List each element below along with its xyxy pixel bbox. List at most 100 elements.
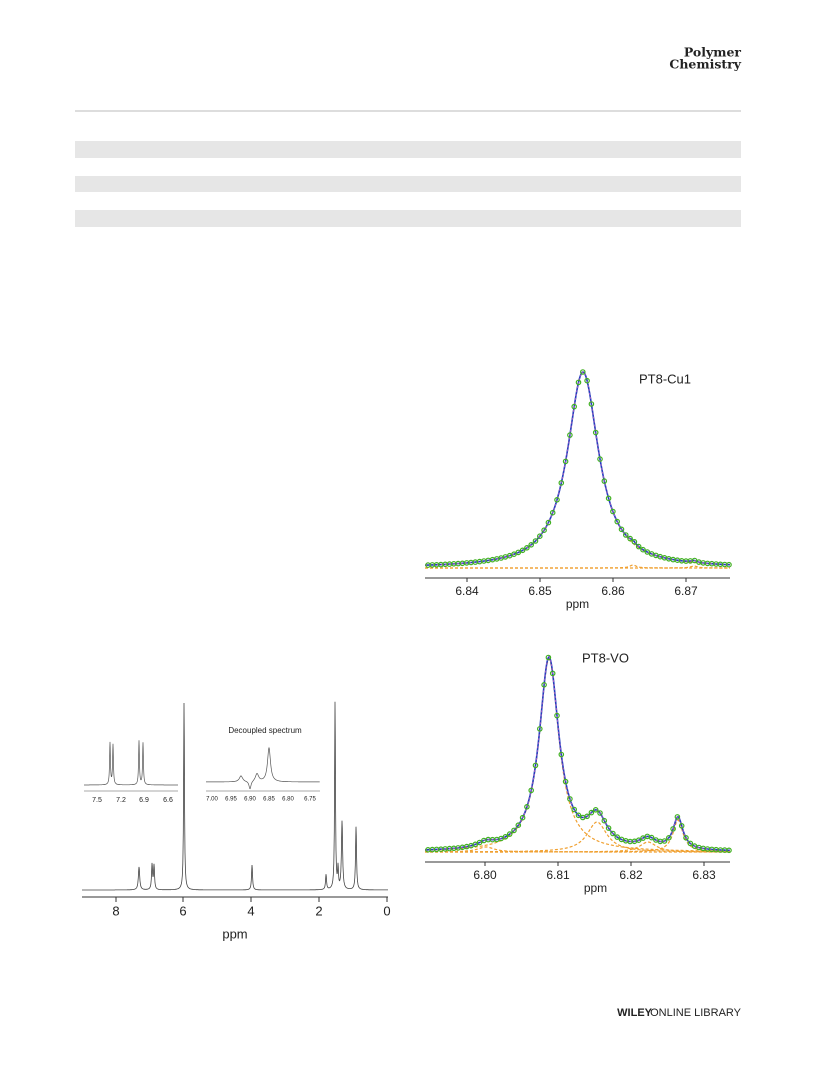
footer-publisher: WILEY (617, 1007, 652, 1019)
data-point (661, 838, 668, 844)
data-point (571, 806, 578, 813)
data-point (545, 654, 552, 661)
x-tick-label: 6.81 (546, 868, 570, 882)
x-tick-label: 6 (179, 903, 186, 918)
data-point (541, 527, 547, 534)
data-point (605, 495, 612, 502)
inset-tick-label: 6.6 (163, 797, 173, 804)
inset-tick-label: 7.5 (92, 797, 102, 804)
x-tick-label: 4 (247, 903, 254, 918)
inset-title: Decoupled spectrum (228, 726, 302, 735)
x-tick-label: 6.86 (601, 584, 625, 598)
fit-component (425, 846, 730, 853)
inset-tick-label: 6.95 (225, 797, 237, 803)
data-point (678, 822, 685, 829)
data-point (648, 834, 655, 841)
data-point (635, 543, 642, 550)
data-point (640, 546, 646, 553)
data-point (575, 379, 582, 386)
data-point (601, 817, 608, 824)
data-point (476, 839, 483, 846)
x-tick-label: 6.82 (619, 868, 643, 882)
data-point (506, 831, 513, 837)
data-point (562, 458, 569, 465)
inset-tick-label: 6.90 (244, 797, 256, 803)
data-point (528, 787, 535, 794)
data-point (558, 751, 565, 758)
data-point (519, 547, 526, 554)
panel-label: PT8-Cu1 (639, 371, 691, 386)
x-tick-label: 8 (112, 903, 119, 918)
data-point (515, 549, 522, 556)
data-point (545, 519, 552, 526)
x-tick-label: 6.80 (473, 868, 497, 882)
data-point (579, 369, 586, 375)
data-point (524, 803, 530, 810)
x-tick-label: 6.87 (674, 584, 698, 598)
data-point (726, 847, 732, 854)
data-point (536, 726, 543, 732)
placeholder-bar (75, 210, 741, 227)
data-point (597, 456, 603, 462)
data-point (610, 508, 616, 515)
inset-spectrum (84, 740, 178, 786)
fit-component (425, 819, 730, 853)
footer-library: ONLINE LIBRARY (650, 1007, 742, 1019)
data-point (687, 840, 694, 847)
data-point (683, 834, 689, 841)
fit-component (425, 565, 730, 569)
fit-curve (425, 655, 730, 852)
x-tick-label: 6.83 (692, 868, 716, 882)
data-point (618, 526, 625, 533)
data-point (511, 827, 517, 834)
data-point (674, 814, 681, 820)
data-point (515, 822, 522, 829)
data-point (549, 670, 556, 677)
inset-tick-label: 7.2 (116, 797, 126, 804)
fit-component (425, 371, 731, 566)
data-point (614, 834, 621, 840)
data-point (502, 833, 509, 840)
data-point (571, 403, 578, 410)
data-point (622, 532, 629, 538)
data-point (597, 810, 603, 816)
data-point (588, 401, 595, 407)
data-point (584, 813, 590, 820)
inset-spectrum (206, 746, 320, 790)
data-point (567, 796, 573, 802)
inset-tick-label: 6.9 (139, 797, 149, 804)
data-point (567, 432, 573, 438)
inset-tick-label: 6.85 (263, 797, 275, 803)
data-point (605, 825, 612, 831)
journal-title-line: Polymer (684, 45, 742, 60)
data-point (554, 712, 560, 719)
inset-tick-label: 6.80 (282, 797, 294, 803)
data-point (644, 549, 651, 555)
placeholder-bar (75, 176, 741, 192)
x-axis-label: ppm (584, 881, 607, 895)
panel-label: PT8-VO (582, 650, 629, 665)
inset-tick-label: 7.00 (206, 797, 218, 803)
data-point (631, 538, 638, 545)
data-point (592, 806, 599, 813)
data-point (558, 480, 565, 486)
data-point (532, 538, 539, 544)
data-point (575, 812, 582, 819)
fit-sum (425, 371, 730, 566)
journal-title-line: Chemistry (669, 57, 741, 72)
data-point (562, 778, 569, 785)
data-point (524, 544, 530, 551)
data-point (665, 834, 672, 841)
x-axis-label: ppm (566, 597, 589, 611)
data-point (528, 541, 535, 548)
data-point (726, 561, 732, 568)
x-tick-label: 6.85 (528, 584, 552, 598)
fit-sum (425, 656, 730, 851)
data-point (554, 496, 560, 503)
data-point (588, 809, 595, 816)
data-point (610, 830, 616, 837)
data-point (614, 518, 621, 525)
x-tick-label: 6.84 (455, 584, 479, 598)
fit-curve (425, 371, 730, 566)
